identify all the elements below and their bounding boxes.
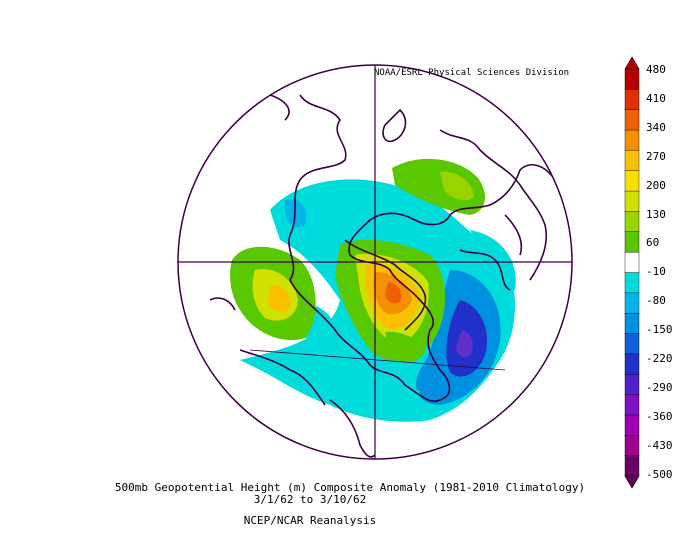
colorbar-label: -150 (646, 323, 673, 336)
colorbar-label: 410 (646, 92, 666, 105)
coastlines (209, 94, 556, 458)
caption-dataset: NCEP/NCAR Reanalysis (243, 514, 377, 527)
colorbar-label: -10 (646, 265, 666, 278)
colorbar-swatch (624, 109, 640, 131)
cyan-east (470, 230, 516, 290)
colorbar-label: -220 (646, 352, 673, 365)
colorbar-top-arrow (624, 56, 640, 70)
positive-anomaly-siberia (392, 158, 485, 215)
colorbar-label: -80 (646, 294, 666, 307)
positive-siberia-inner (440, 171, 474, 201)
colorbar-swatch (624, 455, 640, 477)
colorbar-swatch (624, 333, 640, 355)
colorbar-swatch (624, 251, 640, 273)
anomaly-field (230, 158, 516, 422)
caption-title: 500mb Geopotential Height (m) Composite … (114, 481, 586, 494)
colorbar-swatch (624, 89, 640, 111)
colorbar-swatch (624, 414, 640, 436)
colorbar-label: 60 (646, 236, 660, 249)
latitude-40n (249, 349, 506, 371)
colorbar-bottom-arrow (624, 475, 640, 489)
positive-atlantic (385, 331, 425, 363)
source-label: NOAA/ESRL Physical Sciences Division (374, 68, 570, 78)
colorbar-swatch (624, 150, 640, 172)
positive-hudson-peak (385, 282, 402, 304)
colorbar-swatch (624, 353, 640, 375)
colorbar (624, 56, 640, 489)
colorbar-swatch (624, 190, 640, 212)
caption-dates: 3/1/62 to 3/10/62 (253, 493, 367, 506)
colorbar-label: -360 (646, 410, 673, 423)
trough-core (456, 330, 473, 358)
colorbar-label: 270 (646, 150, 666, 163)
colorbar-swatch (624, 231, 640, 253)
colorbar-swatch (624, 211, 640, 233)
colorbar-swatch (624, 435, 640, 457)
colorbar-swatch (624, 272, 640, 294)
colorbar-label: -290 (646, 381, 673, 394)
cyan-south-arc (290, 360, 420, 407)
colorbar-swatch (624, 68, 640, 90)
positive-pacific-core (268, 284, 291, 312)
colorbar-label: -430 (646, 439, 673, 452)
colorbar-swatch (624, 394, 640, 416)
colorbar-label: 200 (646, 179, 666, 192)
colorbar-swatch (624, 170, 640, 192)
cyan-arc-north (290, 188, 449, 240)
colorbar-swatch (624, 313, 640, 335)
colorbar-label: -500 (646, 468, 673, 481)
colorbar-label: 340 (646, 121, 666, 134)
colorbar-swatch (624, 374, 640, 396)
colorbar-swatch (624, 129, 640, 151)
colorbar-swatch (624, 292, 640, 314)
colorbar-label: 480 (646, 63, 666, 76)
colorbar-label: 130 (646, 208, 666, 221)
